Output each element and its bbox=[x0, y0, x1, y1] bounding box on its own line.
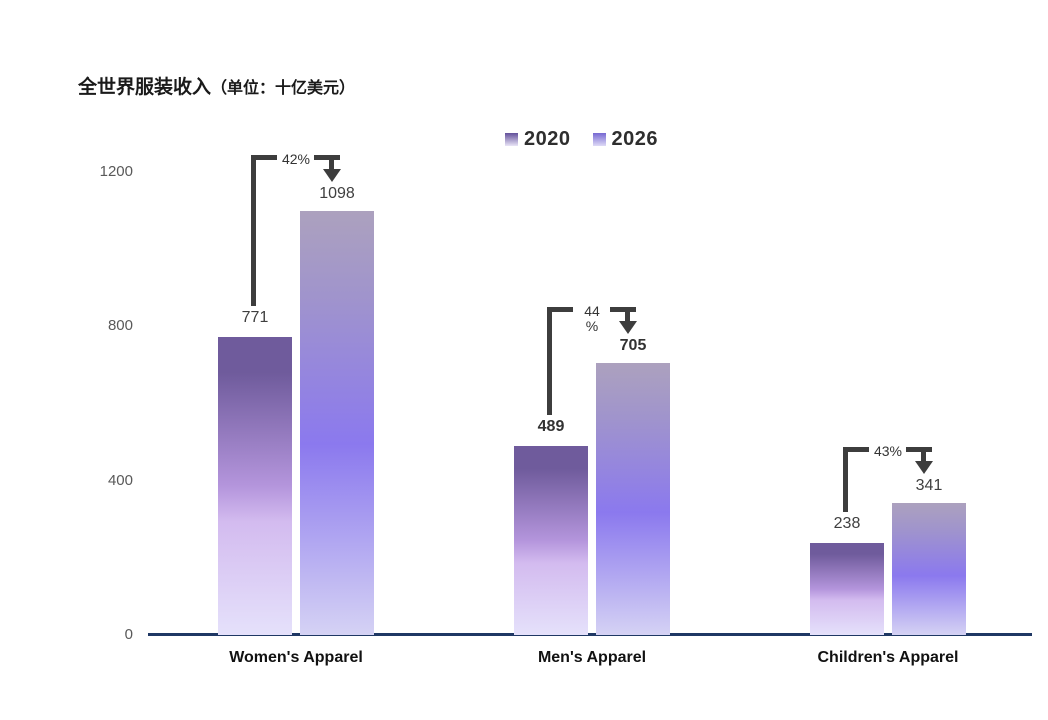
x-axis-line bbox=[148, 633, 1032, 636]
x-axis-category-label-men-s-apparel: Men's Apparel bbox=[537, 649, 647, 666]
value-label-2020-women-s-apparel: 771 bbox=[241, 309, 269, 327]
y-axis-tick-label: 1200 bbox=[99, 162, 133, 180]
legend-label-2026: 2026 bbox=[611, 128, 658, 150]
chart-title-text: 全世界服装收入 bbox=[78, 77, 212, 98]
growth-arrow-arm-women-s-apparel bbox=[314, 154, 340, 160]
y-axis-tick-label: 800 bbox=[107, 317, 133, 334]
value-label-2026-men-s-apparel: 705 bbox=[619, 336, 647, 354]
legend: 2020 2026 bbox=[505, 128, 658, 151]
bar-2026-women-s-apparel bbox=[300, 210, 374, 635]
y-axis-tick-label: 0 bbox=[124, 626, 133, 643]
legend-swatch-2026-icon bbox=[592, 133, 606, 146]
growth-bracket-vertical-men-s-apparel bbox=[547, 306, 552, 416]
growth-label-men-s-apparel: 44 % bbox=[584, 302, 600, 334]
y-axis-tick-label: 400 bbox=[107, 471, 133, 489]
bar-2026-children-s-apparel bbox=[892, 503, 966, 635]
legend-item-2020: 2020 bbox=[505, 128, 571, 151]
growth-arrow-stem-children-s-apparel bbox=[921, 447, 926, 465]
growth-bracket-arm-women-s-apparel bbox=[251, 154, 277, 160]
value-label-2026-women-s-apparel: 1098 bbox=[319, 184, 355, 202]
x-axis-category-label-women-s-apparel: Women's Apparel bbox=[229, 649, 363, 666]
x-axis-category-label-children-s-apparel: Children's Apparel bbox=[817, 649, 959, 666]
bar-2020-men-s-apparel bbox=[514, 446, 588, 635]
growth-arrow-head-icon-women-s-apparel bbox=[323, 168, 341, 182]
growth-arrow-arm-children-s-apparel bbox=[906, 447, 932, 453]
legend-label-2020: 2020 bbox=[524, 128, 571, 150]
growth-arrow-head-icon-men-s-apparel bbox=[619, 320, 637, 334]
growth-bracket-vertical-children-s-apparel bbox=[843, 447, 848, 513]
growth-bracket-arm-men-s-apparel bbox=[547, 306, 573, 312]
growth-arrow-stem-women-s-apparel bbox=[329, 154, 334, 172]
chart-title: 全世界服装收入（单位：十亿美元） bbox=[78, 72, 355, 99]
bar-2026-men-s-apparel bbox=[596, 362, 670, 635]
value-label-2026-children-s-apparel: 341 bbox=[915, 477, 943, 495]
legend-swatch-2020-icon bbox=[505, 133, 518, 146]
value-label-2020-men-s-apparel: 489 bbox=[537, 418, 565, 436]
growth-arrow-stem-men-s-apparel bbox=[625, 306, 630, 324]
legend-item-2026: 2026 bbox=[592, 128, 659, 151]
growth-bracket-arm-children-s-apparel bbox=[843, 447, 869, 453]
value-label-2020-children-s-apparel: 238 bbox=[833, 515, 861, 533]
growth-arrow-head-icon-children-s-apparel bbox=[915, 461, 933, 475]
growth-label-women-s-apparel: 42% bbox=[281, 150, 311, 167]
chart-title-unit: （单位：十亿美元） bbox=[211, 80, 356, 97]
growth-arrow-arm-men-s-apparel bbox=[610, 306, 636, 312]
growth-bracket-vertical-women-s-apparel bbox=[251, 154, 256, 307]
bar-2020-children-s-apparel bbox=[810, 543, 884, 635]
bar-2020-women-s-apparel bbox=[218, 337, 292, 635]
growth-label-children-s-apparel: 43% bbox=[873, 443, 903, 460]
